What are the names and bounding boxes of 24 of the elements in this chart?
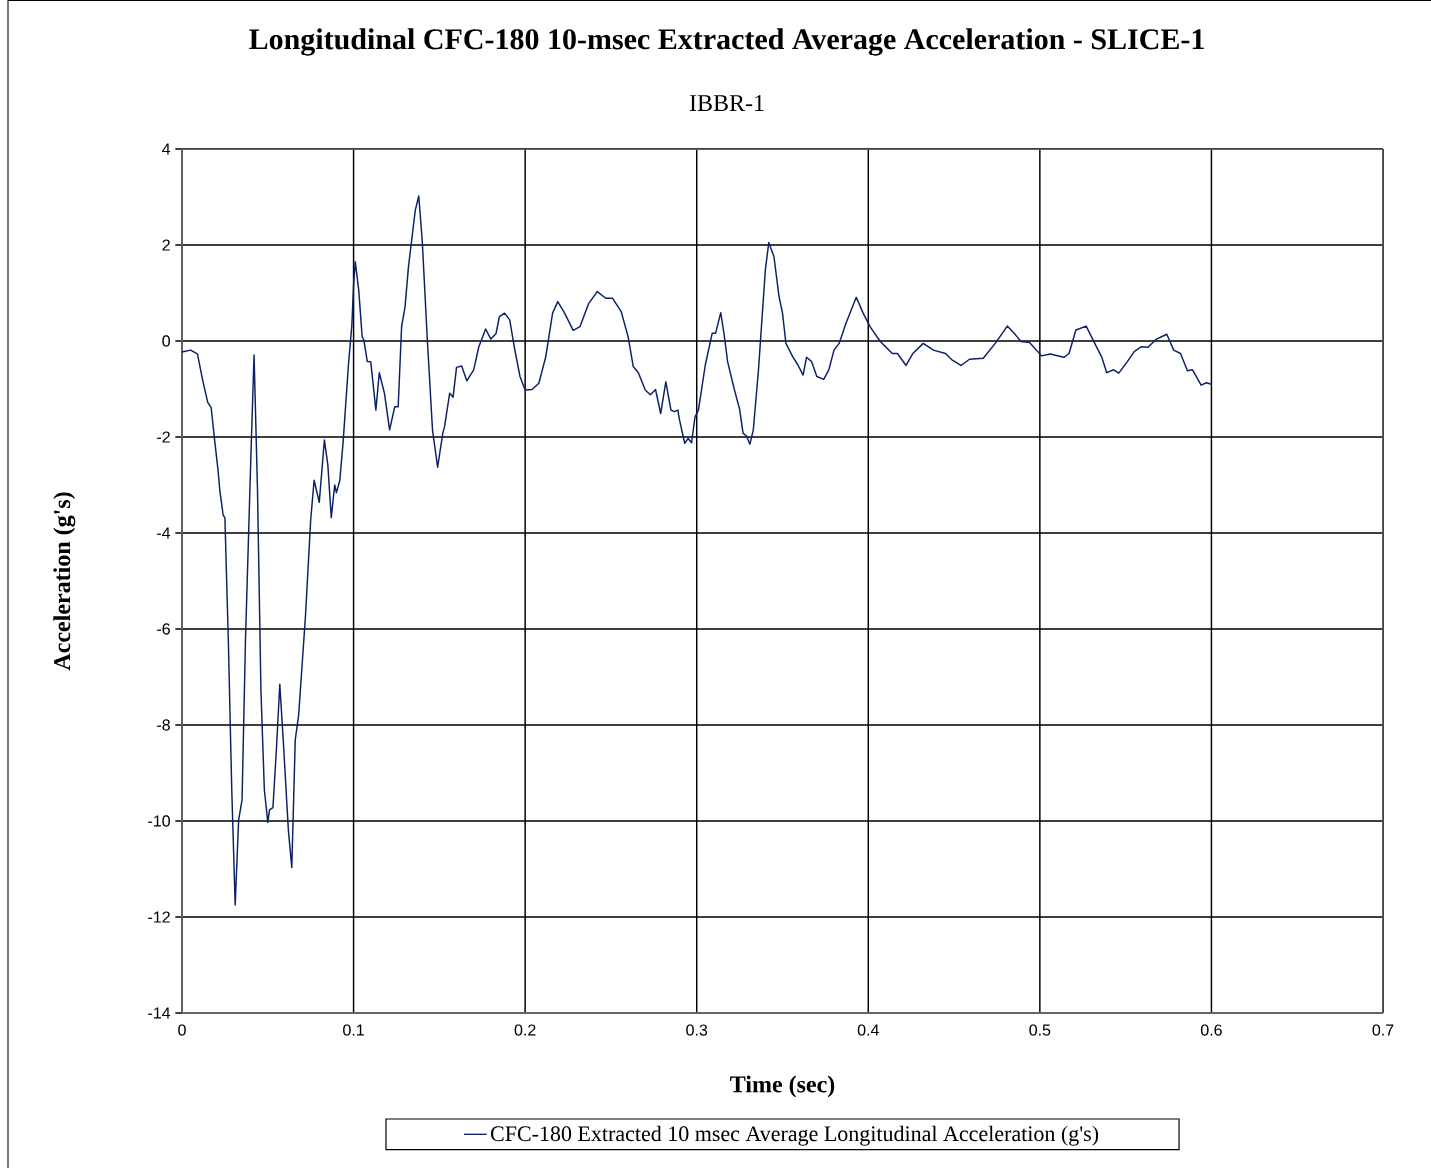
x-tick-label: 0.6 <box>1200 1024 1222 1036</box>
y-tick-label: -2 <box>157 431 170 443</box>
y-tick-label: 2 <box>162 239 170 251</box>
x-tick-label: 0.4 <box>857 1024 879 1036</box>
chart-title: Longitudinal CFC-180 10-msec Extracted Average Acceleration - SLICE-1 <box>249 28 1204 56</box>
chart-subtitle: IBBR-1 <box>689 95 764 111</box>
x-tick-label: 0.3 <box>686 1024 708 1036</box>
x-tick-label: 0.1 <box>343 1024 364 1036</box>
x-tick-label: 0.7 <box>1372 1024 1394 1036</box>
y-tick-label: -4 <box>157 527 171 539</box>
legend-label: CFC-180 Extracted 10 msec Average Longitudinal Acceleration (g's) <box>490 1125 1099 1146</box>
y-tick-label: -14 <box>148 1007 171 1019</box>
y-tick-label: -8 <box>157 719 170 731</box>
x-tick-label: 0.5 <box>1029 1024 1051 1036</box>
x-tick-label: 0.2 <box>514 1024 536 1036</box>
y-tick-label: 0 <box>162 335 171 347</box>
y-tick-label: 4 <box>162 143 171 155</box>
y-axis-title: Acceleration (g's) <box>53 492 76 671</box>
x-axis-title: Time (sec) <box>730 1075 835 1098</box>
x-tick-label: 0 <box>178 1024 186 1036</box>
y-tick-label: -12 <box>148 911 170 923</box>
line-series <box>182 195 1213 906</box>
y-tick-label: -6 <box>157 623 170 635</box>
y-tick-label: -10 <box>148 815 170 827</box>
